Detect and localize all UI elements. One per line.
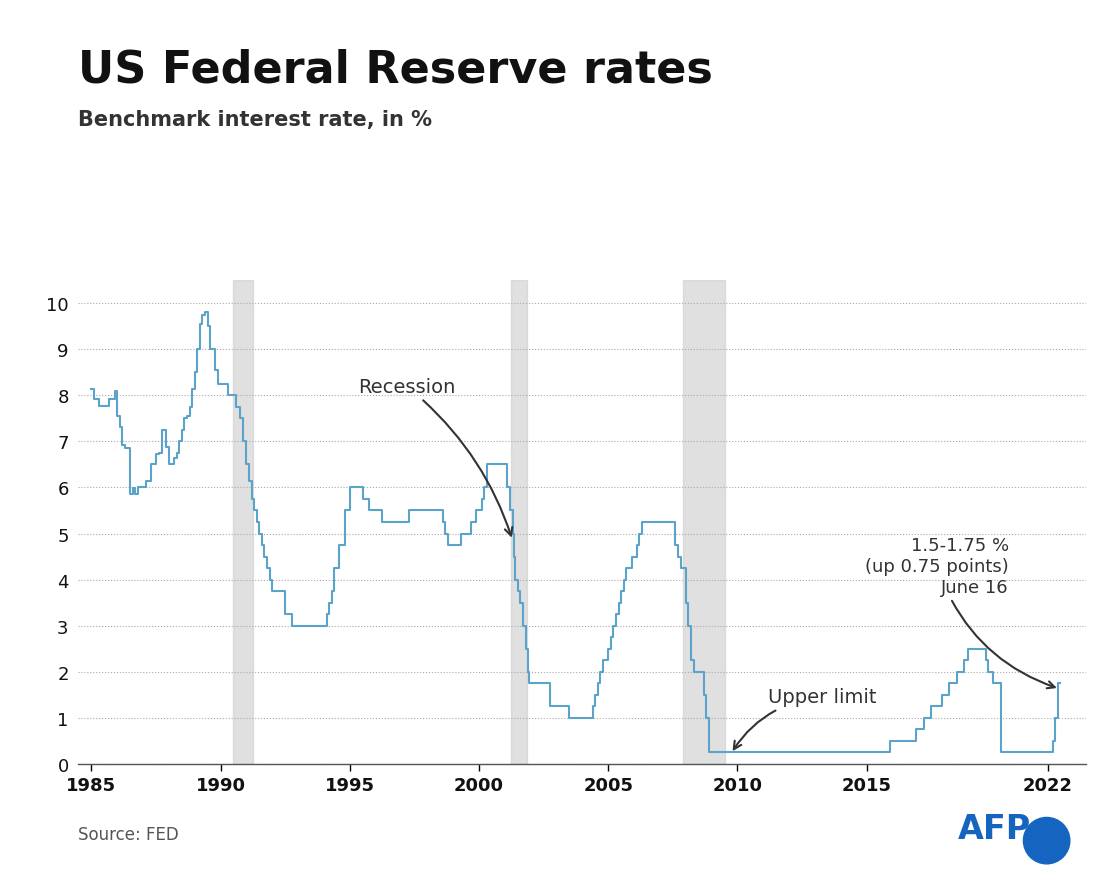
Text: 1.5-1.75 %
(up 0.75 points)
June 16: 1.5-1.75 % (up 0.75 points) June 16 (865, 536, 1055, 688)
Circle shape (1024, 817, 1070, 864)
Text: Source: FED: Source: FED (78, 825, 179, 843)
Bar (683, 281, 725, 764)
Text: AFP: AFP (958, 811, 1030, 845)
Text: Benchmark interest rate, in %: Benchmark interest rate, in % (78, 110, 432, 130)
Bar (512, 281, 526, 764)
Text: Recession: Recession (358, 378, 512, 536)
Text: Upper limit: Upper limit (734, 687, 877, 750)
Bar (233, 281, 253, 764)
Text: US Federal Reserve rates: US Federal Reserve rates (78, 48, 713, 91)
